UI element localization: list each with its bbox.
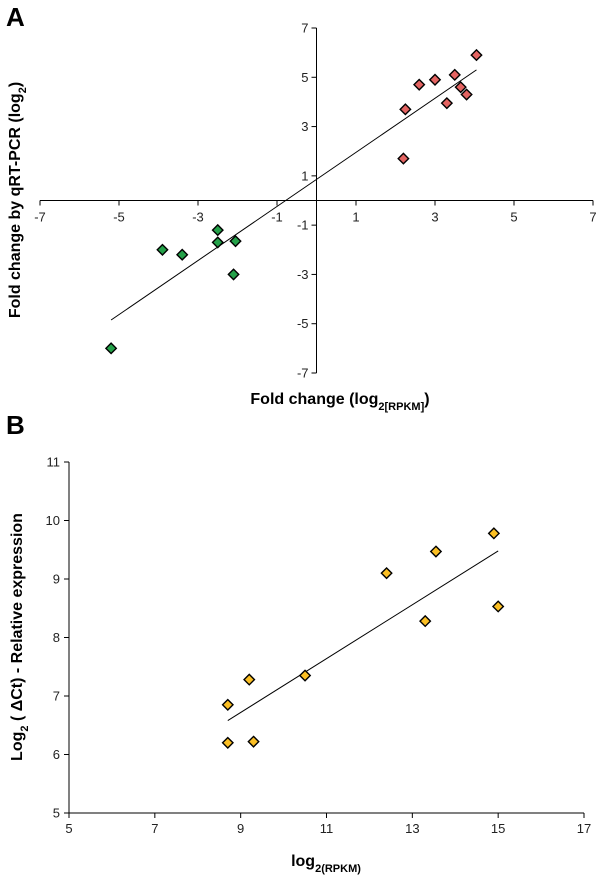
y-axis-title: Log2 ( ΔCt) - Relative expression [9, 513, 31, 761]
data-point [298, 669, 312, 682]
x-tick-label: 3 [431, 210, 438, 225]
y-tick-label: 5 [301, 70, 308, 85]
panel-label: A [6, 2, 25, 32]
x-tick-label: -5 [113, 210, 125, 225]
trendline [227, 550, 499, 721]
y-tick-label: 11 [47, 455, 61, 470]
x-tick-label: -3 [192, 210, 204, 225]
x-tick-label: 1 [352, 210, 359, 225]
x-tick-label: -7 [34, 210, 46, 225]
data-point [211, 236, 224, 249]
y-tick-label: 5 [53, 806, 60, 821]
data-point [428, 73, 442, 86]
data-point [470, 48, 483, 62]
y-tick-label: 8 [53, 630, 60, 645]
data-point [448, 68, 461, 82]
data-point [487, 527, 501, 540]
y-tick-label: 7 [301, 21, 308, 36]
x-tick-label: 5 [510, 210, 517, 225]
y-tick-label: -1 [297, 218, 309, 233]
chart-panel-b: B 5 7 9 11 13 15 17 11 10 9 8 7 6 5 log2(RPKM) Log2 ( ΔC… [6, 410, 591, 875]
chart-panel-a: A -7 -5 -3 -1 1 3 5 7 7 5 3 1 -1 -3 -5 -7 Fold change (lo… [6, 2, 597, 413]
data-point [399, 103, 412, 116]
data-point [419, 614, 432, 628]
y-tick-label: -7 [297, 366, 309, 381]
data-point [229, 234, 242, 248]
x-tick-label: 7 [151, 821, 158, 836]
data-point [429, 545, 443, 558]
x-tick-label: 11 [320, 821, 334, 836]
y-tick-label: 9 [53, 572, 60, 587]
y-axis-title: Fold change by qRT-PCR (log2) [7, 82, 29, 318]
data-point [397, 152, 410, 165]
data-point [491, 600, 505, 613]
data-point [243, 673, 256, 686]
y-tick-label: 6 [53, 747, 60, 762]
data-point [454, 80, 467, 94]
x-tick-label: 17 [577, 821, 591, 836]
data-point [176, 248, 189, 261]
x-tick-label: 7 [589, 210, 596, 225]
data-point [156, 243, 169, 256]
y-tick-label: 10 [46, 513, 60, 528]
x-tick-label: 9 [237, 821, 244, 836]
data-point [247, 735, 260, 748]
data-point [413, 78, 426, 91]
data-point [380, 566, 393, 580]
x-tick-label: 15 [491, 821, 505, 836]
data-point [104, 342, 118, 355]
data-point [440, 96, 454, 110]
y-tick-label: 1 [301, 168, 308, 183]
x-tick-label: 13 [405, 821, 419, 836]
data-point [221, 736, 234, 749]
y-tick-label: -3 [297, 267, 309, 282]
panel-label: B [6, 410, 25, 440]
data-point [460, 88, 473, 101]
data-point [221, 698, 234, 711]
x-tick-label: 5 [65, 821, 72, 836]
data-point [227, 268, 240, 281]
x-tick-label: -1 [271, 210, 283, 225]
x-axis-title: Fold change (log2[RPKM]) [250, 391, 429, 413]
trendline [110, 69, 477, 321]
y-tick-label: 7 [53, 689, 60, 704]
data-point [211, 223, 224, 237]
x-axis-title: log2(RPKM) [291, 853, 361, 875]
y-tick-label: 3 [301, 119, 308, 134]
y-tick-label: -5 [297, 316, 309, 331]
